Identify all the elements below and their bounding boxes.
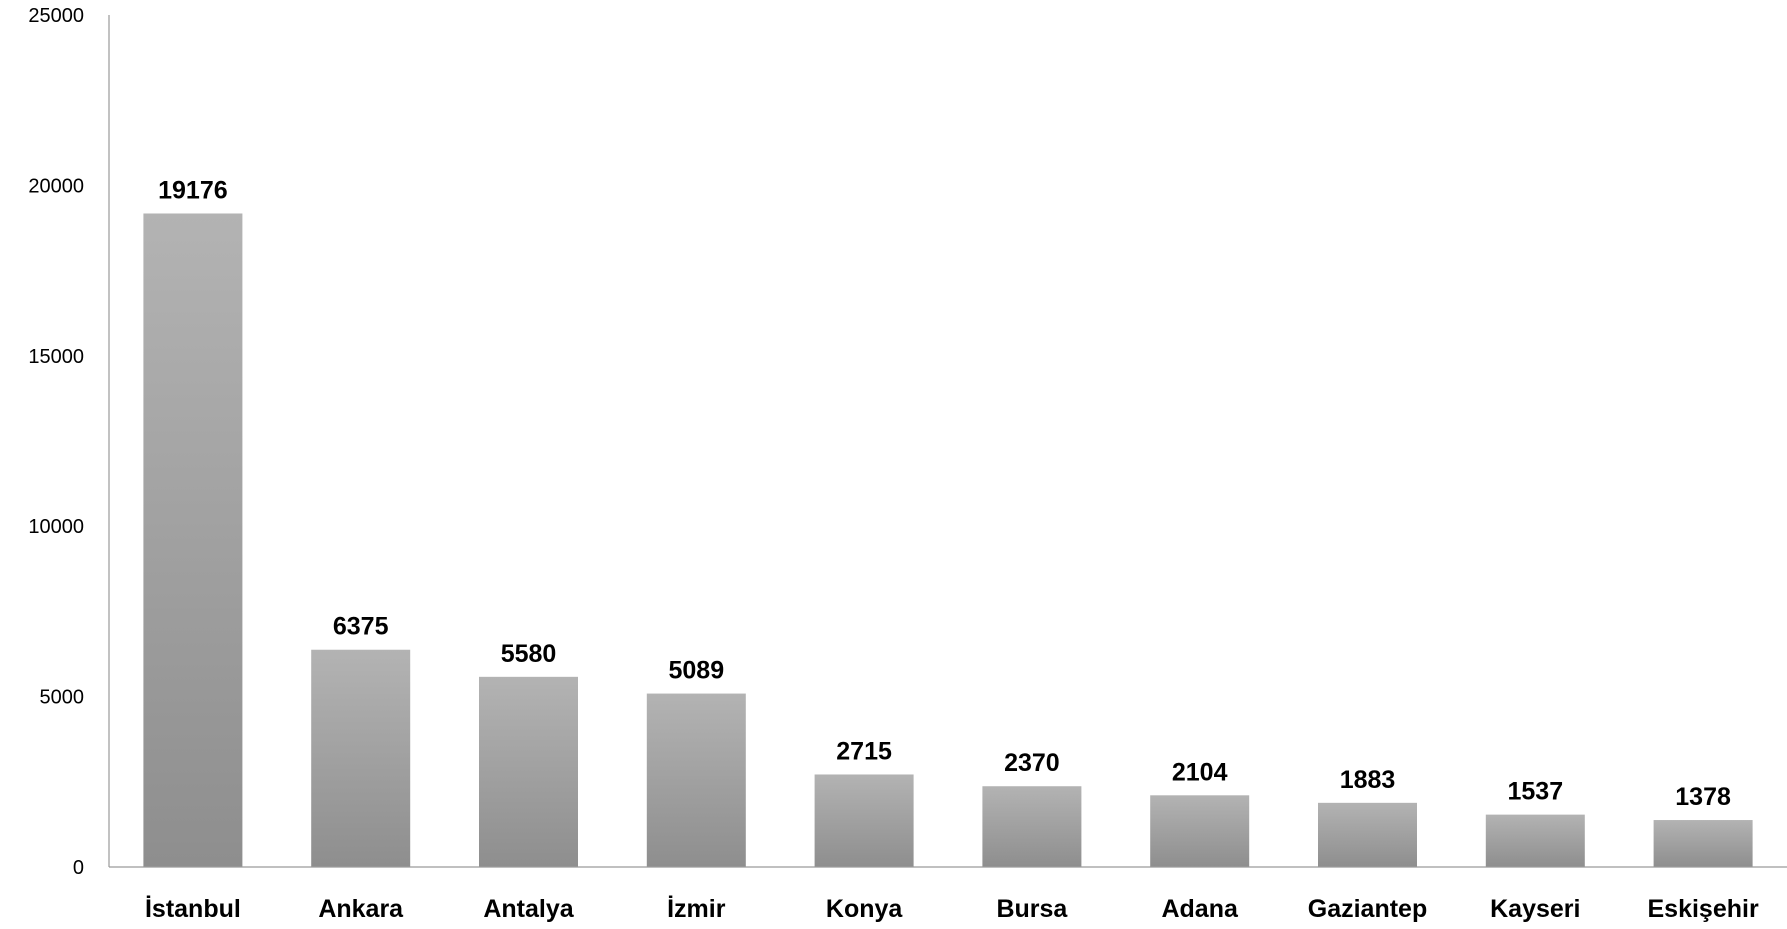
- data-labels: 19176 6375 5580 5089 2715 2370 2104 1883 1537 137…: [158, 176, 1731, 811]
- x-tick-label: Bursa: [996, 895, 1068, 923]
- y-tick-label: 0: [73, 857, 84, 879]
- x-tick-label: Ankara: [318, 895, 404, 923]
- bars: [143, 213, 1753, 867]
- x-tick-label: Kayseri: [1490, 895, 1580, 923]
- bar: [646, 693, 746, 867]
- data-label: 5580: [501, 640, 557, 668]
- x-tick-label: Antalya: [483, 895, 574, 923]
- x-tick-label: Adana: [1161, 895, 1239, 923]
- data-label: 2104: [1172, 758, 1228, 786]
- bar: [1653, 820, 1753, 867]
- bar: [143, 213, 243, 867]
- data-label: 1883: [1340, 766, 1396, 794]
- x-tick-label: İstanbul: [145, 895, 241, 923]
- bar: [814, 774, 914, 867]
- data-label: 1537: [1507, 778, 1563, 806]
- bar: [1318, 802, 1417, 867]
- bar: [982, 786, 1082, 867]
- y-axis-ticks: 0 5000 10000 15000 20000 25000: [28, 5, 84, 879]
- data-label: 1378: [1675, 783, 1731, 811]
- bar: [1485, 814, 1585, 867]
- y-tick-label: 25000: [28, 5, 84, 27]
- y-tick-label: 5000: [40, 687, 85, 709]
- data-label: 5089: [668, 657, 724, 685]
- bar: [479, 676, 578, 867]
- x-tick-label: İzmir: [667, 895, 726, 923]
- data-label: 6375: [333, 613, 389, 641]
- y-tick-label: 15000: [28, 346, 84, 368]
- bar: [311, 649, 411, 867]
- bar: [1150, 795, 1250, 867]
- y-tick-label: 10000: [28, 516, 84, 538]
- x-tick-label: Konya: [826, 895, 904, 923]
- data-label: 2715: [836, 737, 892, 765]
- data-label: 2370: [1004, 749, 1060, 777]
- y-tick-label: 20000: [28, 175, 84, 197]
- data-label: 19176: [158, 176, 228, 204]
- x-axis-labels: İstanbul Ankara Antalya İzmir Konya Bursa Adan…: [145, 895, 1759, 923]
- x-tick-label: Gaziantep: [1308, 895, 1427, 923]
- x-tick-label: Eskişehir: [1648, 895, 1759, 923]
